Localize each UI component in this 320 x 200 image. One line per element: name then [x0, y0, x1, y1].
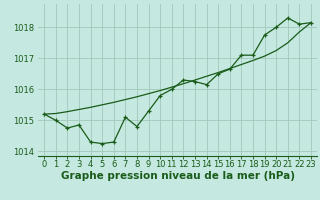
X-axis label: Graphe pression niveau de la mer (hPa): Graphe pression niveau de la mer (hPa) [60, 171, 295, 181]
